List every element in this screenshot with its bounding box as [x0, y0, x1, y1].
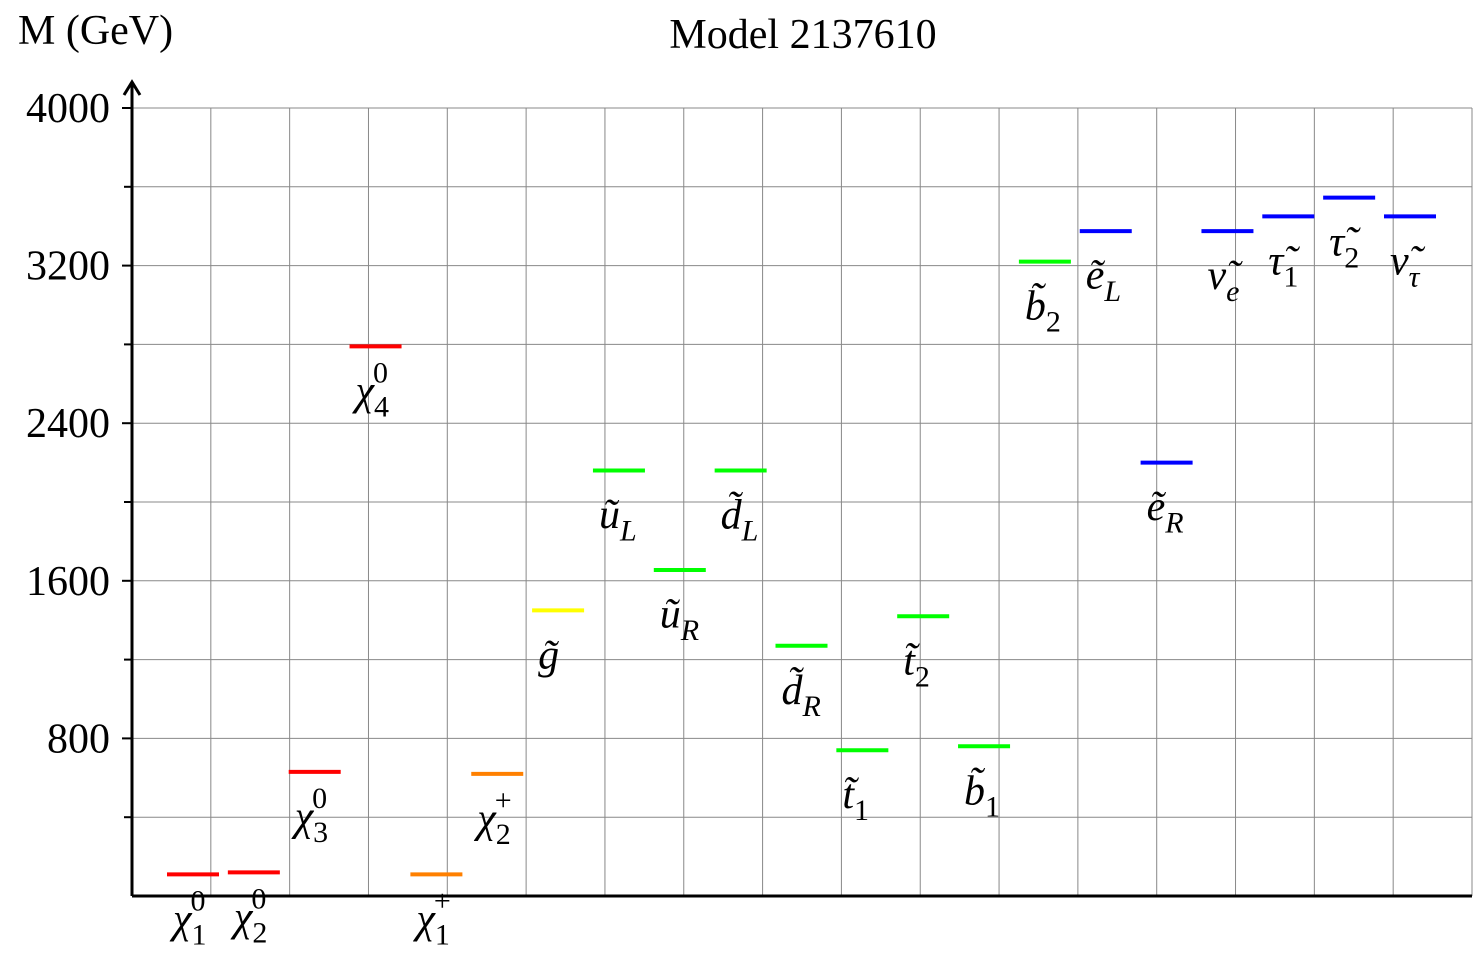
particle-label: χ10: [169, 884, 206, 951]
label-sub: e: [1226, 275, 1239, 308]
axis-arrow: [122, 79, 142, 96]
label-base: ũ: [660, 592, 681, 638]
label-sup: 0: [190, 884, 205, 917]
label-base: b̃: [1025, 282, 1046, 329]
label-base: χ: [169, 896, 193, 942]
particle-label: ũL: [599, 492, 637, 547]
particle-label: d̃R: [782, 666, 821, 723]
label-base: b̃: [964, 767, 985, 814]
label-base: ẽ: [1147, 485, 1167, 531]
particle-label: χ1+: [412, 884, 450, 951]
y-tick-label: 3200: [26, 244, 110, 290]
label-sub: 3: [313, 816, 328, 849]
particle-label: τ̃2: [1329, 220, 1361, 275]
label-sub: 1: [435, 918, 450, 951]
label-sub: τ: [1409, 260, 1421, 293]
particle-label: χ40: [352, 356, 389, 423]
label-sup: 0: [373, 356, 388, 389]
label-sub: R: [1164, 507, 1183, 540]
particle-label: ẽR: [1147, 485, 1184, 540]
particle-label: b̃2: [1025, 282, 1061, 338]
particle-label: ν̃e: [1207, 253, 1243, 308]
label-sub: 2: [496, 818, 511, 851]
particle-label: χ2+: [473, 784, 511, 851]
label-sub: L: [619, 514, 637, 547]
label-base: χ: [473, 796, 497, 842]
chart-title: Model 2137610: [669, 12, 936, 58]
label-sub: 2: [252, 916, 267, 949]
label-sub: 1: [191, 918, 206, 951]
label-base: ẽ: [1086, 253, 1106, 299]
label-base: χ: [352, 368, 376, 414]
particle-label: χ20: [230, 882, 267, 949]
particle-label: b̃1: [964, 767, 1000, 823]
y-tick-label: 1600: [26, 559, 110, 605]
label-sup: 0: [251, 882, 266, 915]
label-base: g̃: [538, 632, 559, 678]
particle-label: d̃L: [721, 491, 759, 548]
y-tick-label: 2400: [26, 401, 110, 447]
particle-label: χ30: [291, 782, 328, 849]
label-sub: R: [802, 690, 821, 723]
label-sub: R: [680, 614, 699, 647]
label-sup: +: [495, 784, 512, 817]
label-sub: 1: [1283, 260, 1298, 293]
y-tick-label: 4000: [26, 86, 110, 132]
label-sub: 2: [1046, 306, 1061, 339]
label-base: d̃: [721, 491, 744, 539]
label-base: χ: [412, 896, 436, 942]
label-base: ũ: [599, 492, 620, 538]
particle-label: ũR: [660, 592, 699, 647]
label-sub: 2: [915, 660, 930, 693]
label-sub: 4: [374, 390, 389, 423]
label-base: χ: [291, 794, 315, 840]
label-sup: 0: [312, 782, 327, 815]
y-tick-label: 800: [47, 716, 110, 762]
particle-label: ẽL: [1086, 253, 1121, 308]
particle-label: t̃1: [842, 772, 869, 827]
particle-label: g̃: [538, 632, 559, 678]
particle-label: τ̃1: [1268, 238, 1300, 293]
label-sub: L: [1103, 275, 1121, 308]
label-sub: 2: [1344, 242, 1359, 275]
label-sub: 1: [985, 790, 1000, 823]
label-base: χ: [230, 894, 254, 940]
label-base: d̃: [782, 666, 805, 714]
particle-label: t̃2: [903, 638, 930, 693]
label-sup: +: [434, 884, 451, 917]
label-sub: L: [741, 514, 759, 547]
label-sub: 1: [854, 794, 869, 827]
y-axis-label: M (GeV): [18, 8, 173, 54]
